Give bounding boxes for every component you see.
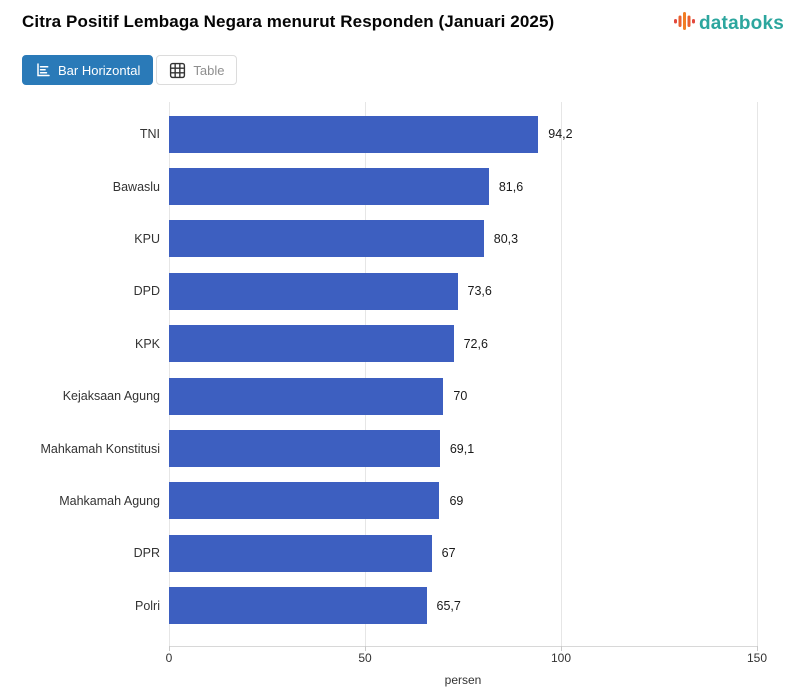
bar-track: 94,2 — [169, 115, 757, 153]
tick-mark — [561, 645, 562, 651]
bar-row: Polri 65,7 — [0, 580, 757, 632]
bar[interactable] — [169, 430, 440, 468]
gridlines — [169, 102, 758, 646]
bar-track: 72,6 — [169, 325, 757, 363]
value-label: 69,1 — [449, 441, 475, 456]
bar-horizontal-chart-icon — [35, 62, 51, 78]
category-label: Mahkamah Agung — [59, 493, 160, 508]
bar-track: 81,6 — [169, 168, 757, 206]
category-label: KPK — [134, 336, 160, 351]
databoks-logo-text: databoks — [698, 12, 784, 34]
bar[interactable] — [169, 272, 458, 310]
bar-track: 73,6 — [169, 272, 757, 310]
tick-label: 50 — [358, 650, 372, 665]
view-switcher: Bar Horizontal Table — [22, 55, 800, 85]
databoks-logo-icon — [673, 9, 696, 38]
value-label: 69 — [449, 493, 464, 508]
header: Citra Positif Lembaga Negara menurut Res… — [0, 0, 800, 34]
bar-row: Kejaksaan Agung 70 — [0, 370, 757, 422]
tab-table-label: Table — [193, 62, 225, 78]
bar[interactable] — [169, 115, 539, 153]
tab-bar-horizontal-label: Bar Horizontal — [58, 62, 141, 78]
bar-row: KPK 72,6 — [0, 318, 757, 370]
value-label: 67 — [441, 546, 456, 561]
category-label: Bawaslu — [112, 179, 160, 194]
bar[interactable] — [169, 168, 489, 206]
gridline — [169, 102, 170, 646]
bar-row: Bawaslu 81,6 — [0, 160, 757, 212]
bar-rows: TNI 94,2 Bawaslu 81,6 KPU 80,3 DPD 73,6 KPK 72,6 K… — [0, 102, 757, 646]
value-label: 80,3 — [493, 231, 519, 246]
bar-row: DPR 67 — [0, 527, 757, 579]
bar-track: 70 — [169, 377, 757, 415]
tab-bar-horizontal[interactable]: Bar Horizontal — [22, 55, 154, 85]
databoks-logo: databoks — [673, 9, 784, 38]
tab-table[interactable]: Table — [156, 55, 238, 85]
bar[interactable] — [169, 587, 427, 625]
category-label: TNI — [139, 127, 160, 142]
gridline — [757, 102, 758, 646]
bar-row: TNI 94,2 — [0, 108, 757, 160]
bar-track: 67 — [169, 534, 757, 572]
bar[interactable] — [169, 482, 440, 520]
gridline — [365, 102, 366, 646]
tick-label: 100 — [550, 650, 572, 665]
category-label: Mahkamah Konstitusi — [40, 441, 160, 456]
bar[interactable] — [169, 325, 454, 363]
tick-label: 0 — [165, 650, 173, 665]
page-title: Citra Positif Lembaga Negara menurut Res… — [22, 12, 555, 31]
x-axis-title: persen — [444, 672, 482, 687]
bar-track: 65,7 — [169, 587, 757, 625]
category-label: KPU — [134, 231, 160, 246]
x-axis: 0 50 100 150 — [165, 645, 767, 666]
value-label: 72,6 — [463, 336, 488, 351]
category-label: Kejaksaan Agung — [62, 389, 160, 404]
gridline — [561, 102, 562, 646]
bar[interactable] — [169, 377, 444, 415]
bar-track: 69 — [169, 482, 757, 520]
value-label: 65,7 — [436, 598, 461, 613]
bar-track: 80,3 — [169, 220, 757, 258]
plot-area: TNI 94,2 Bawaslu 81,6 KPU 80,3 DPD 73,6 KPK 72,6 K… — [0, 102, 758, 646]
bar-row: Mahkamah Agung 69 — [0, 475, 757, 527]
value-label: 94,2 — [548, 127, 573, 142]
value-label: 81,6 — [498, 179, 524, 194]
bar-row: DPD 73,6 — [0, 265, 757, 317]
value-label: 70 — [453, 389, 468, 404]
tick-mark — [169, 645, 170, 651]
category-label: DPD — [133, 284, 160, 299]
category-label: Polri — [134, 598, 160, 613]
table-icon — [169, 62, 186, 79]
category-label: DPR — [133, 546, 160, 561]
bar-row: Mahkamah Konstitusi 69,1 — [0, 422, 757, 474]
bar[interactable] — [169, 534, 432, 572]
value-label: 73,6 — [467, 284, 492, 299]
tick-label: 150 — [746, 650, 768, 665]
bar-row: KPU 80,3 — [0, 213, 757, 265]
tick-mark — [757, 645, 758, 651]
bar-track: 69,1 — [169, 430, 757, 468]
bar-chart: TNI 94,2 Bawaslu 81,6 KPU 80,3 DPD 73,6 KPK 72,6 K… — [0, 102, 767, 687]
tick-mark — [365, 645, 366, 651]
bar[interactable] — [169, 220, 484, 258]
